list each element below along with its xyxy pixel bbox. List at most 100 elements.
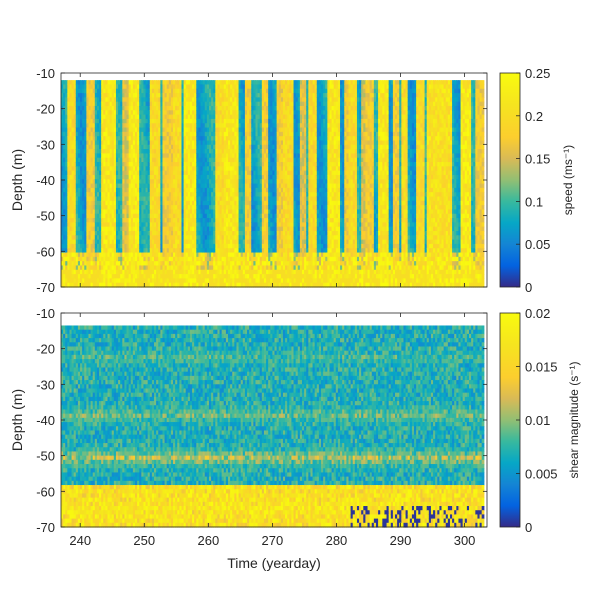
heatmap-cell	[75, 105, 79, 111]
heatmap-cell	[73, 174, 77, 180]
heatmap-cell	[69, 187, 73, 193]
heatmap-cell	[63, 252, 66, 258]
heatmap-cell	[71, 88, 75, 94]
heatmap-cell	[67, 80, 71, 86]
heatmap-cell	[65, 226, 68, 232]
heatmap-cell	[69, 192, 73, 198]
heatmap-cell	[61, 187, 64, 193]
heatmap-cell	[63, 256, 66, 262]
heatmap-cell	[71, 269, 75, 275]
heatmap-cell	[61, 235, 64, 241]
heatmap-cell	[63, 239, 66, 245]
heatmap-cell	[63, 235, 66, 241]
heatmap-cell	[61, 192, 64, 198]
heatmap-cell	[73, 269, 77, 275]
heatmap-cell	[63, 140, 66, 146]
heatmap-cell	[61, 248, 64, 254]
heatmap-cell	[61, 278, 64, 284]
heatmap-cell	[65, 114, 68, 120]
heatmap-cell	[69, 261, 73, 267]
heatmap-cell	[63, 183, 66, 189]
heatmap-cell	[63, 149, 66, 154]
heatmap-cell	[73, 127, 77, 133]
heatmap-cell	[75, 101, 79, 107]
heatmap-cell	[67, 222, 71, 228]
heatmap-cell	[63, 200, 66, 206]
heatmap-cell	[65, 274, 68, 279]
heatmap-cell	[63, 226, 66, 232]
heatmap-cell	[69, 84, 73, 90]
heatmap-cell	[63, 123, 66, 129]
heatmap-cell	[63, 265, 66, 271]
heatmap-cell	[65, 118, 68, 124]
heatmap-cell	[63, 282, 66, 288]
heatmap-cell	[63, 88, 66, 94]
heatmap-cell	[71, 200, 75, 206]
heatmap-cell	[71, 187, 75, 193]
heatmap-cell	[69, 123, 73, 129]
heatmap-cell	[65, 278, 68, 284]
heatmap-cell	[69, 114, 73, 120]
speed-heatmap	[61, 80, 485, 288]
heatmap-cell	[63, 166, 66, 172]
heatmap-cell	[73, 114, 77, 120]
heatmap-cell	[63, 114, 66, 120]
heatmap-cell	[67, 179, 71, 185]
heatmap-cell	[67, 243, 71, 249]
heatmap-cell	[69, 118, 73, 124]
heatmap-cell	[67, 187, 71, 193]
heatmap-cell	[61, 131, 64, 137]
heatmap-cell	[67, 144, 71, 150]
heatmap-cell	[71, 118, 75, 124]
heatmap-cell	[73, 235, 77, 241]
heatmap-cell	[67, 205, 71, 211]
heatmap-cell	[69, 105, 73, 111]
heatmap-cell	[65, 187, 68, 193]
heatmap-cell	[67, 278, 71, 284]
heatmap-cell	[73, 97, 77, 103]
heatmap-cell	[71, 213, 75, 219]
heatmap-cell	[67, 162, 71, 167]
heatmap-cell	[73, 192, 77, 198]
heatmap-cell	[75, 80, 79, 86]
heatmap-cell	[69, 174, 73, 180]
heatmap-cell	[69, 239, 73, 245]
heatmap-cell	[67, 230, 71, 236]
heatmap-cell	[69, 101, 73, 107]
heatmap-cell	[69, 88, 73, 94]
heatmap-cell	[65, 88, 68, 94]
heatmap-cell	[69, 149, 73, 154]
heatmap-cell	[73, 140, 77, 146]
heatmap-cell	[65, 200, 68, 206]
heatmap-cell	[61, 226, 64, 232]
heatmap-cell	[67, 97, 71, 103]
heatmap-cell	[71, 252, 75, 258]
heatmap-cell	[65, 192, 68, 198]
heatmap-cell	[63, 153, 66, 159]
heatmap-cell	[63, 209, 66, 215]
heatmap-cell	[61, 162, 64, 167]
heatmap-cell	[67, 282, 71, 288]
speed-panel: -10-20-30-40-50-60-70 Depth (m) 00.050.1…	[9, 66, 575, 295]
heatmap-cell	[65, 230, 68, 236]
heatmap-cell	[71, 248, 75, 254]
heatmap-cell	[63, 196, 66, 202]
heatmap-cell	[63, 127, 66, 133]
heatmap-cell	[65, 97, 68, 103]
heatmap-cell	[67, 84, 71, 90]
heatmap-cell	[61, 123, 64, 129]
heatmap-cell	[63, 274, 66, 279]
heatmap-cell	[67, 149, 71, 154]
heatmap-cell	[73, 261, 77, 267]
heatmap-cell	[71, 205, 75, 211]
heatmap-cell	[73, 80, 77, 86]
heatmap-cell	[61, 200, 64, 206]
heatmap-cell	[71, 174, 75, 180]
heatmap-cell	[67, 105, 71, 111]
heatmap-cell	[67, 274, 71, 279]
heatmap-cell	[63, 179, 66, 185]
heatmap-cell	[61, 261, 64, 267]
heatmap-cell	[71, 80, 75, 86]
heatmap-cell	[73, 218, 77, 223]
heatmap-cell	[63, 213, 66, 219]
